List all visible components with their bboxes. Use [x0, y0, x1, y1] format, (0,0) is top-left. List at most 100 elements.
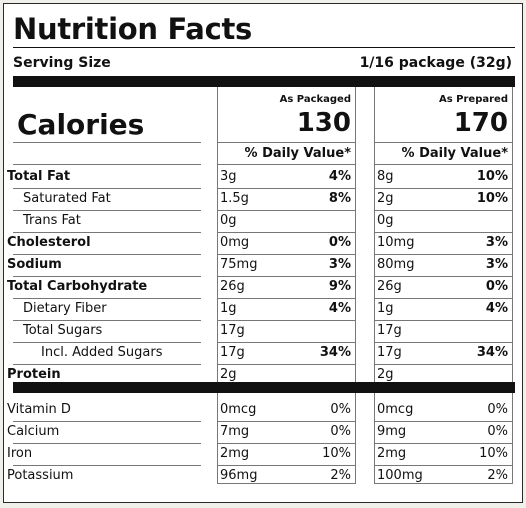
prepared-dv: 4% [485, 301, 508, 316]
row-divider [13, 276, 201, 277]
packaged-dv: 4% [328, 169, 351, 184]
prepared-dv: 34% [476, 345, 508, 360]
packaged-dv: 0% [330, 402, 351, 417]
prepared-dv: 2% [487, 468, 508, 483]
prepared-amount: 2mg [377, 446, 407, 461]
prepared-amount: 2g [377, 367, 394, 382]
row-divider [217, 342, 356, 343]
prepared-amount: 1g [377, 301, 394, 316]
packaged-amount: 1.5g [220, 191, 249, 206]
row-divider [217, 421, 356, 422]
packaged-amount: 0mcg [220, 402, 257, 417]
packaged-header: As Packaged [279, 94, 351, 105]
row-divider [374, 443, 513, 444]
packaged-dv: 8% [328, 191, 351, 206]
packaged-dv: 0% [328, 235, 351, 250]
packaged-dv: 3% [328, 257, 351, 272]
nutrient-name: Total Fat [7, 169, 71, 184]
packaged-amount: 7mg [220, 424, 250, 439]
row-divider [217, 465, 356, 466]
row-divider [217, 232, 356, 233]
vitamin-name: Potassium [7, 468, 74, 483]
packaged-amount: 75mg [220, 257, 258, 272]
prepared-amount: 0g [377, 213, 394, 228]
vitamin-name: Calcium [7, 424, 60, 439]
prepared-dv: 3% [485, 235, 508, 250]
nutrient-name: Dietary Fiber [23, 301, 107, 316]
row-divider [13, 298, 201, 299]
row-divider [13, 320, 201, 321]
prepared-amount: 26g [377, 279, 402, 294]
prepared-dv-header: % Daily Value* [401, 146, 508, 161]
thick-divider-bottom [13, 382, 515, 393]
row-divider [217, 254, 356, 255]
nutrient-name: Total Sugars [23, 323, 103, 338]
packaged-amount: 2g [220, 367, 237, 382]
nutrition-label: Nutrition Facts Serving Size 1/16 packag… [3, 3, 523, 503]
row-divider [374, 276, 513, 277]
prepared-dv: 10% [479, 446, 508, 461]
vitamin-name: Vitamin D [7, 402, 71, 417]
packaged-amount: 0mg [220, 235, 250, 250]
prepared-dv: 10% [476, 169, 508, 184]
prepared-amount: 2g [377, 191, 394, 206]
row-divider [13, 443, 201, 444]
row-divider [374, 232, 513, 233]
packaged-dv: 0% [330, 424, 351, 439]
packaged-dv: 4% [328, 301, 351, 316]
prepared-dv: 0% [487, 402, 508, 417]
prepared-amount: 8g [377, 169, 394, 184]
row-divider [374, 364, 513, 365]
prepared-amount: 10mg [377, 235, 415, 250]
vitamin-name: Iron [7, 446, 33, 461]
prepared-dv: 0% [485, 279, 508, 294]
row-divider [374, 254, 513, 255]
prepared-calories: 170 [453, 108, 508, 138]
row-divider [13, 421, 201, 422]
packaged-dv-header: % Daily Value* [244, 146, 351, 161]
packaged-amount: 2mg [220, 446, 250, 461]
prepared-header: As Prepared [439, 94, 508, 105]
row-divider [217, 164, 356, 165]
packaged-column-box [217, 87, 356, 484]
nutrient-name: Sodium [7, 257, 62, 272]
packaged-amount: 17g [220, 323, 245, 338]
prepared-amount: 100mg [377, 468, 423, 483]
row-divider [13, 188, 201, 189]
prepared-amount: 17g [377, 345, 402, 360]
row-divider [217, 443, 356, 444]
row-divider [374, 320, 513, 321]
title-divider [13, 47, 515, 48]
prepared-column-box [374, 87, 513, 484]
prepared-amount: 80mg [377, 257, 415, 272]
row-divider [13, 364, 201, 365]
nutrient-name: Cholesterol [7, 235, 91, 250]
prepared-amount: 17g [377, 323, 402, 338]
nutrient-name: Saturated Fat [23, 191, 111, 206]
prepared-dv: 3% [485, 257, 508, 272]
prepared-amount: 9mg [377, 424, 407, 439]
row-divider [217, 364, 356, 365]
packaged-amount: 96mg [220, 468, 258, 483]
row-divider [13, 232, 201, 233]
row-divider [217, 298, 356, 299]
nutrient-name: Protein [7, 367, 61, 382]
row-divider [13, 254, 201, 255]
packaged-dv: 2% [330, 468, 351, 483]
calories-divider [374, 142, 513, 143]
packaged-amount: 17g [220, 345, 245, 360]
row-divider [13, 210, 201, 211]
row-divider [374, 342, 513, 343]
calories-divider [217, 142, 356, 143]
row-divider [217, 210, 356, 211]
row-divider [217, 276, 356, 277]
packaged-amount: 0g [220, 213, 237, 228]
row-divider [374, 164, 513, 165]
prepared-dv: 0% [487, 424, 508, 439]
row-divider [374, 188, 513, 189]
packaged-amount: 26g [220, 279, 245, 294]
packaged-amount: 3g [220, 169, 237, 184]
row-divider [374, 465, 513, 466]
packaged-amount: 1g [220, 301, 237, 316]
row-divider [13, 465, 201, 466]
